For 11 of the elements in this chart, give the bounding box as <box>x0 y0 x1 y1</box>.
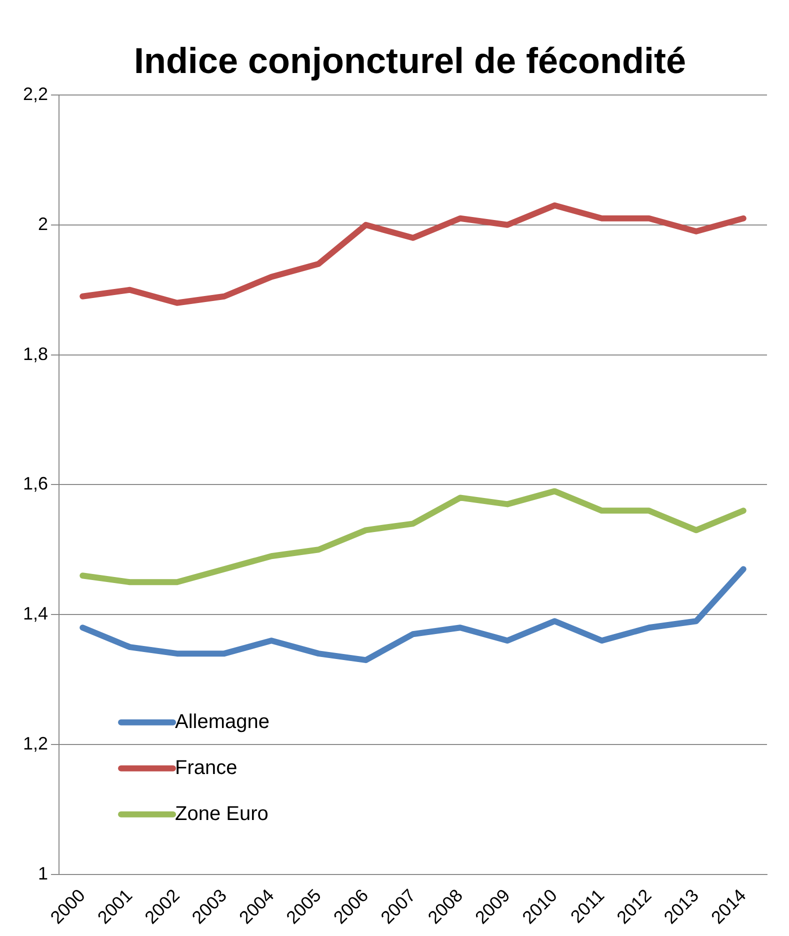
legend-label: Allemagne <box>175 710 270 733</box>
chart-title: Indice conjoncturel de fécondité <box>132 40 688 82</box>
y-tick-label: 2 <box>38 214 48 234</box>
y-tick-label: 2,2 <box>22 84 48 104</box>
legend-label: France <box>175 756 238 779</box>
legend-label: Zone Euro <box>175 802 268 825</box>
y-tick-label: 1,4 <box>22 604 48 624</box>
y-tick-label: 1,2 <box>22 733 48 754</box>
y-tick-label: 1,6 <box>22 474 48 494</box>
y-tick-label: 1 <box>38 863 48 884</box>
y-tick-label: 1,8 <box>22 344 48 364</box>
